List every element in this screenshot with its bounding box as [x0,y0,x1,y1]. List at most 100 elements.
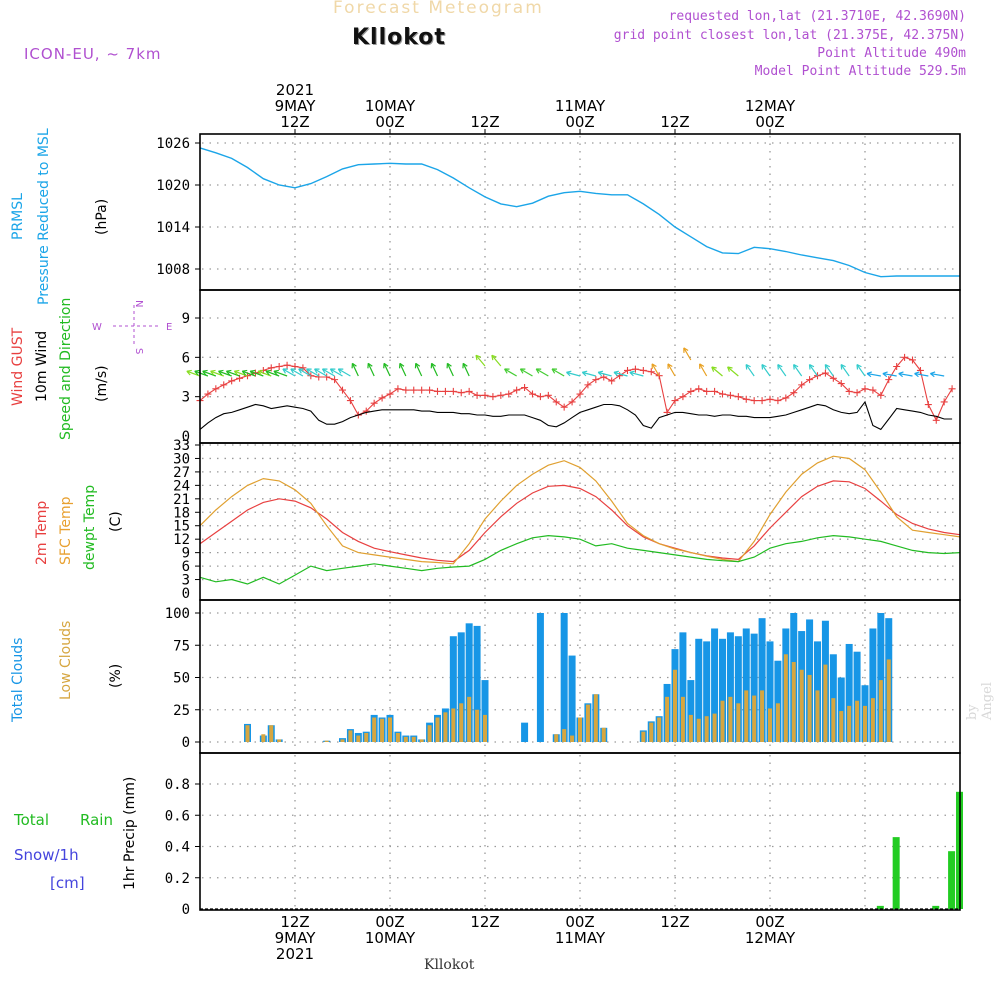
wind-direction-arrow [535,368,549,377]
wind-direction-arrow [491,354,502,367]
bottom-time-label: 10MAY [365,929,416,947]
wind-direction-arrowhead [667,363,673,369]
low-cloud-bar [601,727,606,742]
temp-tick-label: 21 [173,492,190,508]
total-cloud-bar [837,677,845,742]
low-cloud-bar [395,732,400,742]
wind-direction-arrowhead [218,369,224,376]
gust-marker [726,391,734,399]
temp-tick-label: 30 [173,451,190,467]
wind-direction-arrow [711,366,723,377]
low-cloud-bar [380,718,385,742]
gust-marker [426,386,434,394]
gust-marker [885,376,893,384]
wind-direction-arrow [914,372,929,377]
gust-marker [639,366,647,374]
wind-direction-arrow [337,368,351,377]
total-cloud-bar [719,638,726,742]
wind-direction-arrow [882,372,897,377]
temp-tick-label: 33 [173,438,190,454]
wind-direction-arrow [504,368,517,377]
wind-direction-arrowhead [629,370,635,377]
total-cloud-bar [536,613,544,742]
wind-direction-arrowhead [257,369,264,376]
pressure-tick-label: 1026 [156,136,190,152]
wind-direction-arrow [257,370,272,377]
low-cloud-bar [419,739,424,742]
low-cloud-bar [324,740,329,742]
wind-direction-arrowhead [699,363,705,369]
wind-direction-arrowhead [414,362,421,369]
pressure-subtitle: Pressure Reduced to MSL [36,128,52,305]
top-time-label: 11MAY [555,97,606,115]
temp2m-title: 2m Temp [34,501,50,565]
wind-direction-arrow [399,363,407,377]
gust-marker [742,395,750,403]
wind-direction-arrowhead [727,366,733,372]
low-cloud-bar [847,705,852,742]
wind-direction-arrow [667,363,676,377]
pressure-tick-label: 1020 [156,178,190,194]
low-cloud-bar [277,739,282,742]
wind-direction-arrowhead [282,368,288,374]
wind-tick-label: 3 [182,390,190,406]
low-cloud-bar [704,716,709,742]
precip-tick-label: 0.4 [165,840,190,856]
wind-direction-arrowhead [306,368,312,374]
temp-tick-label: 0 [182,586,190,602]
gust-marker [410,386,418,394]
total-cloud-bar [481,680,489,742]
wind-direction-arrowhead [777,363,783,370]
wind-direction-arrow [298,368,312,377]
wind-direction-arrowhead [337,368,344,374]
gust-marker [228,377,236,385]
rain-bar [892,837,900,909]
gust-marker [552,398,560,406]
low-cloud-bar [261,734,266,742]
temp-tick-label: 27 [173,465,190,481]
gust-marker [806,376,814,384]
gust-marker [529,390,536,398]
gust-marker [386,390,394,398]
gust-marker [323,373,331,381]
gust-marker [283,361,291,369]
compass-n: N [133,300,144,307]
wind-direction-arrow [727,366,739,377]
wind-direction-arrowhead [290,368,296,374]
gust-marker [647,368,655,376]
wind-direction-arrow [699,363,708,377]
bottom-time-label: 00Z [755,913,784,931]
precip-tick-label: 0 [182,902,190,918]
gust-marker [932,416,940,424]
wind-direction-arrow [234,370,248,377]
low-cloud-bar [570,735,575,742]
low-cloud-bar [641,731,646,742]
gust-marker [544,391,552,399]
place-title: Kllokot [352,25,446,50]
wind-direction-arrow [431,363,439,377]
low-cloud-bar [752,695,757,742]
temp-tick-label: 6 [182,559,190,575]
wind-direction-arrowhead [745,363,751,370]
wind-direction-arrowhead [491,354,497,361]
wind-direction-arrowhead [551,368,558,374]
wind-direction-arrow [597,371,612,377]
clouds-tick-label: 50 [173,671,190,687]
gust-marker [719,390,726,398]
total-cloud-bar [703,641,711,742]
gust-marker [204,390,212,398]
product-title: Forecast Meteogram [333,0,544,18]
gust-marker [766,395,774,403]
total-cloud-bar [877,613,885,742]
gust-marker [449,387,457,395]
wind-direction-arrowhead [866,371,872,378]
wind-direction-arrow [446,363,454,377]
total-cloud-bar [711,628,719,742]
precip-tick-label: 0.2 [165,871,190,887]
model-altitude: Model Point Altitude 529.5m [754,64,966,79]
wind-direction-arrow [290,368,304,377]
rain-bar [932,905,940,909]
wind-direction-arrow [462,363,470,377]
gust-marker [853,389,861,397]
